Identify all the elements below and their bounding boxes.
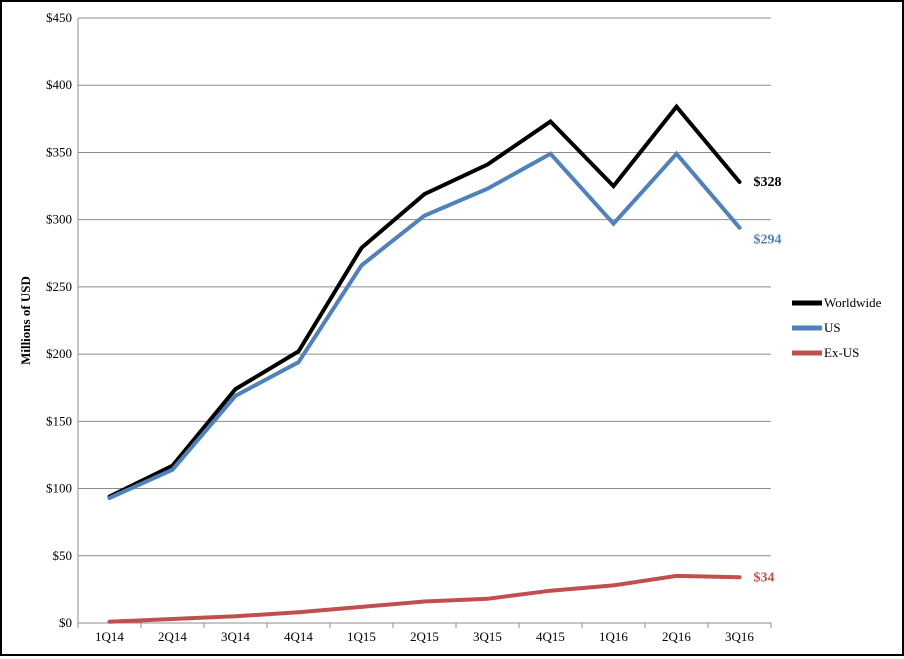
- x-tick-label: 3Q14: [221, 629, 250, 644]
- y-tick-label: $0: [59, 615, 72, 630]
- y-tick-label: $300: [46, 212, 72, 227]
- y-tick-label: $250: [46, 279, 72, 294]
- y-tick-label: $50: [53, 548, 73, 563]
- end-value-labels: $328 $294 $34: [754, 175, 782, 585]
- gridlines: [77, 17, 772, 628]
- end-label-ex-us: $34: [754, 570, 775, 585]
- x-tick-label: 2Q16: [662, 629, 691, 644]
- y-tick-label: $350: [46, 144, 72, 159]
- x-tick-label: 2Q14: [158, 629, 187, 644]
- x-tick-label: 3Q15: [473, 629, 502, 644]
- y-tick-label: $450: [46, 10, 72, 25]
- series-line-us: [107, 150, 742, 500]
- x-tick-label: 3Q16: [725, 629, 754, 644]
- series-line-worldwide: [107, 103, 742, 499]
- y-tick-label: $150: [46, 413, 72, 428]
- x-tick-label: 2Q15: [410, 629, 439, 644]
- y-axis-label: Millions of USD: [18, 276, 33, 365]
- y-tick-label: $200: [46, 346, 72, 361]
- x-tick-labels: 1Q14 2Q14 3Q14 4Q14 1Q15 2Q15 3Q15 4Q15 1Q16 2Q16…: [95, 629, 754, 644]
- x-tick-label: 1Q15: [347, 629, 376, 644]
- y-tick-label: $400: [46, 77, 72, 92]
- legend-label: Ex-US: [824, 345, 859, 360]
- y-tick-label: $100: [46, 481, 72, 496]
- end-label-us: $294: [754, 233, 782, 248]
- x-tick-label: 1Q16: [599, 629, 628, 644]
- x-tick-label: 1Q14: [95, 629, 124, 644]
- end-label-worldwide: $328: [754, 175, 782, 190]
- series-line-ex-us: [107, 573, 742, 624]
- legend: Worldwide US Ex-US: [792, 295, 882, 360]
- y-tick-labels: $0 $50 $100 $150 $200 $250 $300 $350 $400 $450: [46, 10, 72, 630]
- series-lines: [107, 103, 742, 624]
- x-tick-label: 4Q15: [536, 629, 565, 644]
- legend-label: US: [824, 320, 841, 335]
- legend-label: Worldwide: [824, 295, 882, 310]
- x-tick-label: 4Q14: [284, 629, 313, 644]
